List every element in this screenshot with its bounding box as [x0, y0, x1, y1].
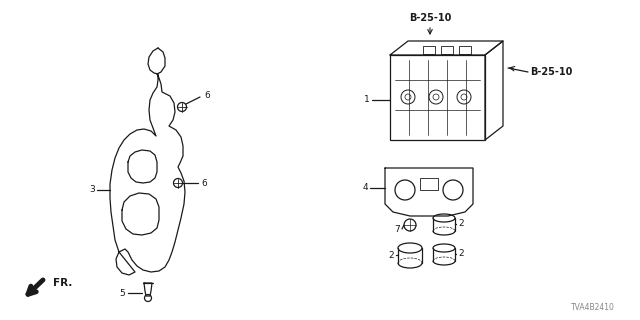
Text: 6: 6: [201, 179, 207, 188]
Text: 3: 3: [89, 186, 95, 195]
Text: 7: 7: [394, 226, 400, 235]
Text: B-25-10: B-25-10: [530, 67, 572, 77]
Text: 2: 2: [458, 220, 463, 228]
Text: B-25-10: B-25-10: [409, 13, 451, 23]
Text: 4: 4: [362, 183, 368, 193]
Text: TVA4B2410: TVA4B2410: [571, 303, 615, 312]
Text: 2: 2: [388, 251, 394, 260]
Text: 6: 6: [204, 92, 210, 100]
Text: 2: 2: [458, 250, 463, 259]
Text: 1: 1: [364, 95, 370, 105]
Text: FR.: FR.: [53, 278, 72, 288]
Text: 5: 5: [119, 289, 125, 298]
